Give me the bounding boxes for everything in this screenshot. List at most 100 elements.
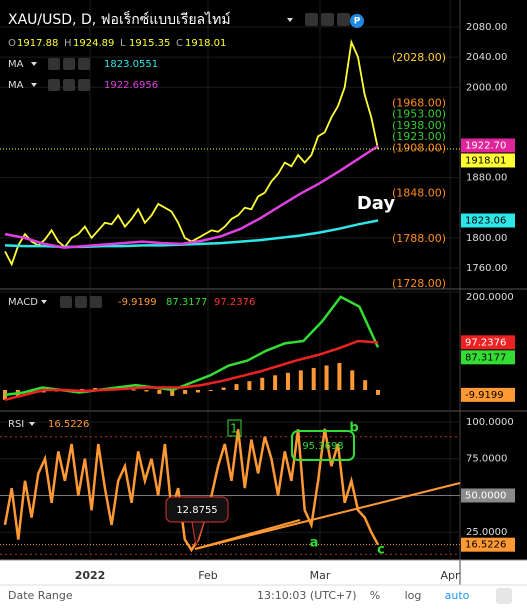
- pane-value: 97.2376: [214, 297, 255, 308]
- y-tick-label: 1760.00: [466, 263, 507, 274]
- histogram-bar: [183, 390, 188, 394]
- icon: [90, 296, 102, 308]
- footer-background: [0, 560, 527, 612]
- pane-title: MACD: [8, 297, 38, 308]
- histogram-bar: [221, 387, 226, 390]
- histogram-bar: [234, 384, 239, 390]
- y-tick-label: 75.0000: [466, 454, 507, 465]
- histogram-bar: [157, 390, 162, 394]
- histogram-bar: [376, 390, 380, 395]
- settings-button[interactable]: [496, 588, 512, 604]
- signal-line: [4, 339, 379, 402]
- icon-more[interactable]: [337, 13, 350, 26]
- histogram-bar: [350, 370, 355, 390]
- histogram-bar: [195, 390, 200, 393]
- clock: 13:10:03 (UTC+7): [257, 589, 357, 602]
- wave-label: b: [349, 421, 358, 436]
- price-tag: [461, 387, 515, 402]
- level-label: (2028.00): [392, 51, 446, 64]
- icon: [60, 296, 72, 308]
- y-tick-label: 2080.00: [466, 22, 507, 33]
- y-tick-label: 200.0000: [466, 292, 514, 303]
- trend-line: [194, 482, 461, 550]
- icon-settings[interactable]: [321, 13, 334, 26]
- auto-button[interactable]: auto: [445, 589, 470, 602]
- icon-eye[interactable]: [305, 13, 318, 26]
- chart-background: [0, 0, 527, 560]
- histogram-bar: [28, 390, 33, 394]
- pane-value: 16.5226: [48, 419, 89, 430]
- price-tag: [461, 153, 515, 168]
- date-range-button[interactable]: Date Range: [8, 589, 73, 602]
- level-label: (1788.00): [392, 232, 446, 245]
- price-tag-label: 16.5226: [465, 540, 506, 551]
- histogram-bar: [285, 372, 290, 390]
- indicator-value: 1823.0551: [104, 59, 158, 70]
- price-tag: [461, 537, 515, 552]
- indicator-name: MA: [8, 59, 24, 70]
- log-button[interactable]: log: [405, 589, 422, 602]
- dropdown-arrow[interactable]: [29, 422, 35, 426]
- price-tag: [461, 488, 515, 503]
- pane-value: -9.9199: [118, 297, 157, 308]
- price-tag-label: 97.2376: [465, 337, 506, 348]
- histogram-bar: [363, 380, 368, 390]
- ohlc-row: O 1917.88 H 1924.89 L 1915.35 C 1918.01: [8, 38, 226, 49]
- icon: [78, 58, 90, 70]
- y-tick-label: 2040.00: [466, 52, 507, 63]
- price-tag: [461, 138, 515, 153]
- callout-pointer: [191, 521, 205, 547]
- y-tick-label: 25.0000: [466, 527, 507, 538]
- ma-fast-line: [4, 144, 379, 249]
- x-tick-label: Apr: [440, 569, 460, 582]
- histogram-bar: [144, 390, 149, 392]
- histogram-bar: [208, 390, 213, 391]
- histogram-bar: [298, 370, 303, 390]
- level-label: (1923.00): [392, 130, 446, 143]
- x-tick-label: 2022: [75, 569, 106, 582]
- level-label: (1908.00): [392, 142, 446, 155]
- histogram-bar: [337, 363, 342, 390]
- grid: [0, 0, 460, 560]
- pane-title: RSI: [8, 419, 24, 430]
- symbol-title: XAU/USD, D, ฟอเร็กซ์แบบเรียลไทม์: [8, 10, 231, 28]
- price-tag-label: 50.0000: [465, 490, 506, 501]
- ohlc-value: 1917.88: [17, 38, 58, 49]
- price-tag: [461, 350, 515, 365]
- price-tag-label: 87.3177: [465, 352, 506, 363]
- histogram-bar: [93, 388, 98, 390]
- ohlc-value: 1924.89: [73, 38, 114, 49]
- ohlc-key: H: [64, 38, 72, 49]
- callout-text: 95.3698: [302, 441, 343, 452]
- wave-label: 1: [230, 422, 238, 436]
- price-tag: [461, 213, 515, 228]
- y-tick-label: 1800.00: [466, 233, 507, 244]
- histogram-bar: [273, 375, 278, 390]
- histogram-bar: [324, 365, 329, 390]
- histogram-bar: [131, 389, 136, 391]
- indicator-rows: MA 1823.0551 MA 1922.6956: [8, 58, 158, 91]
- y-tick-label: 100.0000: [466, 417, 514, 428]
- dropdown-arrow[interactable]: [31, 62, 37, 66]
- price-tag-label: -9.9199: [465, 390, 504, 401]
- icon: [48, 58, 60, 70]
- percent-button[interactable]: %: [370, 589, 380, 602]
- dropdown-arrow[interactable]: [31, 83, 37, 87]
- trend-line: [194, 519, 301, 550]
- histogram-bar: [170, 390, 175, 396]
- dropdown-arrow[interactable]: [287, 18, 293, 22]
- level-label: (1848.00): [392, 187, 446, 200]
- wave-box: [227, 419, 242, 437]
- histogram-bar: [247, 381, 252, 390]
- callout-box: [291, 430, 355, 461]
- badge-text: P: [354, 17, 361, 27]
- wave-label: a: [310, 536, 319, 551]
- callout-text: 12.8755: [176, 505, 217, 516]
- rsi-line: [3, 428, 380, 553]
- badge[interactable]: [350, 14, 364, 28]
- icon: [78, 79, 90, 91]
- ohlc-key: C: [176, 38, 183, 49]
- indicator-name: MA: [8, 80, 24, 91]
- dropdown-arrow[interactable]: [41, 300, 47, 304]
